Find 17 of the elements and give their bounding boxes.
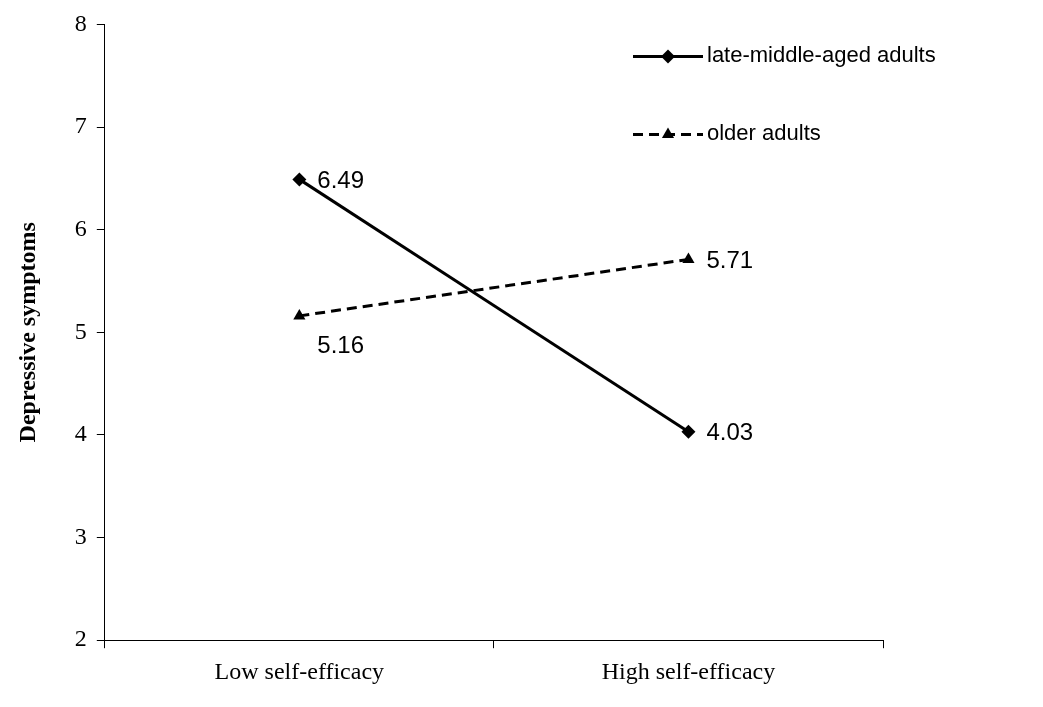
x-tick-label: Low self-efficacy xyxy=(214,657,385,684)
y-tick-label: 4 xyxy=(74,420,87,447)
y-tick-label: 6 xyxy=(74,214,87,241)
data-label: 4.03 xyxy=(706,418,754,446)
legend-label: late-middle-aged adults xyxy=(707,42,936,68)
y-tick-label: 7 xyxy=(74,112,87,139)
y-tick-label: 8 xyxy=(74,9,87,36)
x-tick-label: High self-efficacy xyxy=(601,657,776,684)
point xyxy=(681,424,696,439)
y-tick-label: 5 xyxy=(74,317,87,344)
legend-label: older adults xyxy=(707,120,821,146)
y-axis-title: Depressive symptoms xyxy=(13,222,40,443)
data-label: 5.71 xyxy=(706,246,754,274)
y-tick-label: 2 xyxy=(74,625,87,652)
y-tick-label: 3 xyxy=(74,522,87,549)
data-label: 6.49 xyxy=(317,166,365,193)
data-label: 5.16 xyxy=(317,330,365,358)
